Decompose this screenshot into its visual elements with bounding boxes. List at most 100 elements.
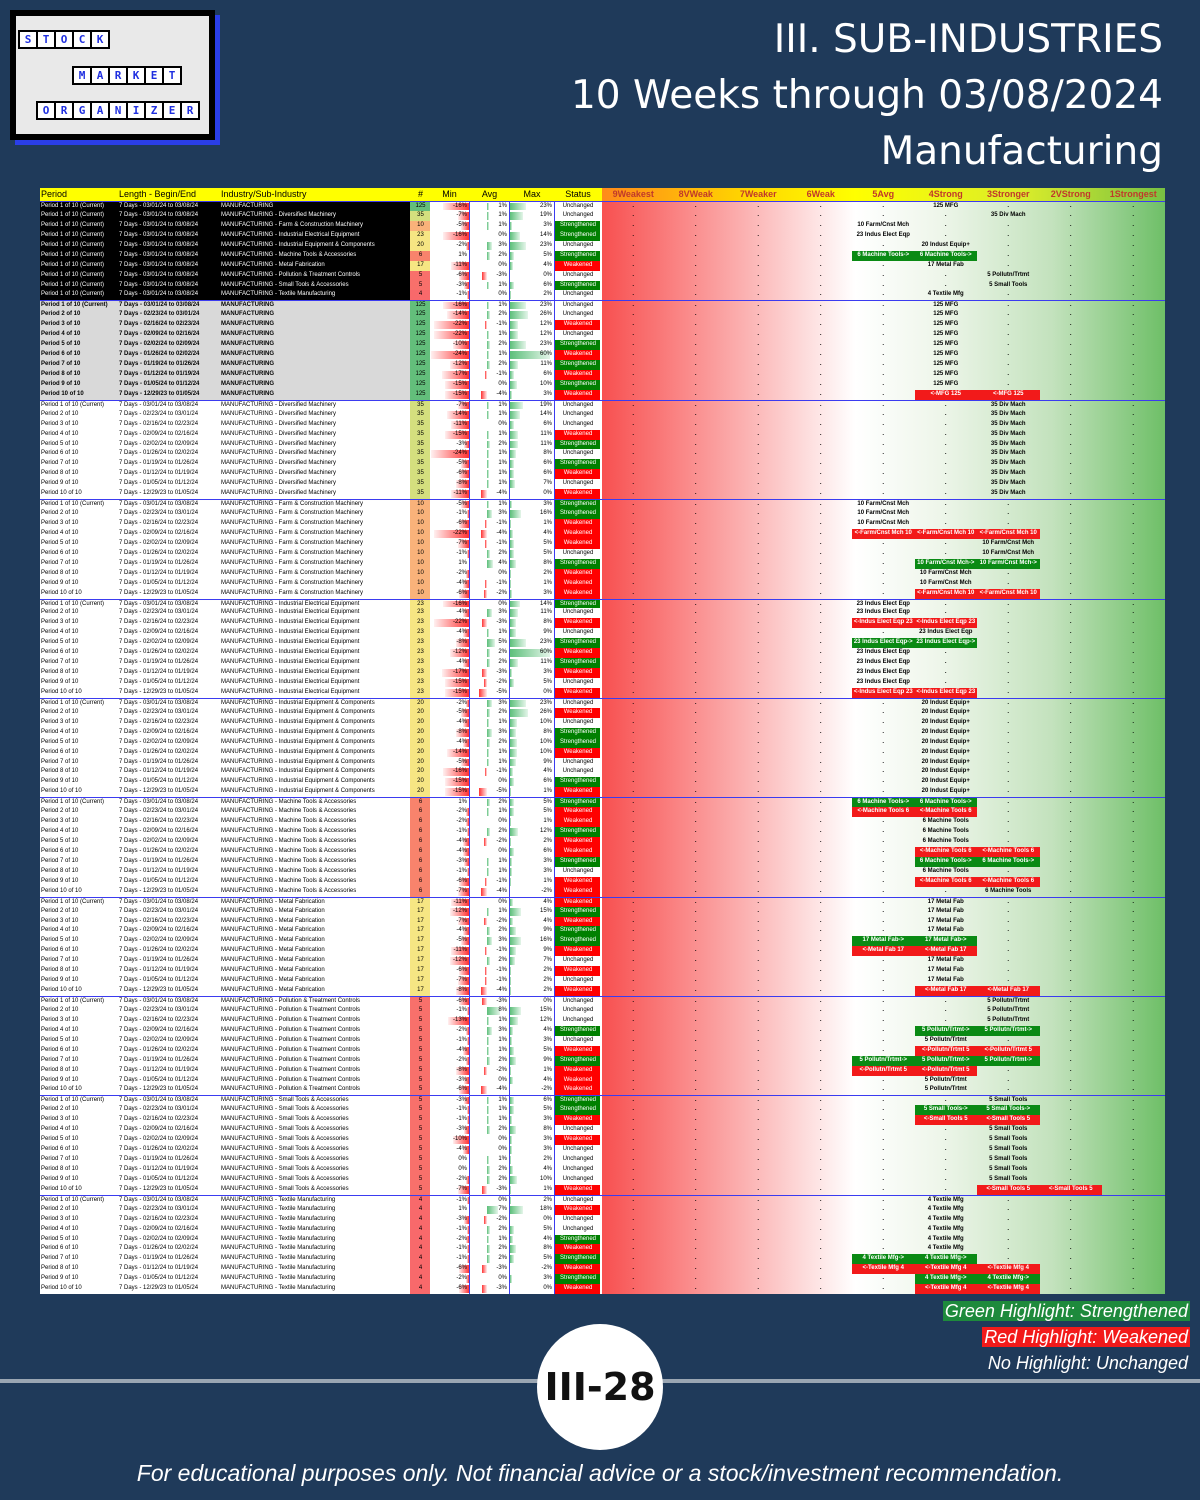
max-bar [510, 450, 516, 459]
period-cell: Period 2 of 10 [41, 1106, 79, 1113]
rank-empty: . [1132, 539, 1135, 546]
count-cell: 6 [410, 250, 430, 261]
avg-value: -1% [496, 520, 507, 526]
industry-cell: MANUFACTURING - Industrial Electrical Eq… [221, 669, 360, 676]
max-value: -2% [541, 1086, 552, 1093]
period-cell: Period 10 of 10 [41, 987, 82, 994]
length-cell: 7 Days - 02/09/24 to 02/16/24 [119, 1026, 199, 1033]
avg-cell: -5% [470, 687, 510, 698]
max-value: 1% [543, 520, 552, 526]
rank-empty: . [944, 510, 947, 517]
max-cell: 8% [510, 1244, 555, 1255]
max-cell: 12% [510, 320, 555, 331]
min-cell: -12% [430, 648, 470, 659]
min-cell: -22% [430, 320, 470, 331]
min-cell: -16% [430, 202, 470, 211]
period-cell: Period 8 of 10 [41, 470, 79, 477]
length-cell: 7 Days - 01/19/24 to 01/26/24 [119, 857, 199, 864]
min-value: -6% [456, 520, 467, 526]
length-cell: 7 Days - 02/02/24 to 02/09/24 [119, 738, 199, 745]
rank-empty: . [882, 490, 885, 497]
rank-empty: . [757, 241, 760, 248]
rank-empty: . [819, 828, 822, 835]
max-value: 3% [543, 867, 552, 874]
avg-value: 5% [498, 639, 507, 646]
period-cell: Period 9 of 10 [41, 1175, 79, 1182]
rank-empty: . [694, 221, 697, 228]
rank-empty: . [819, 539, 822, 546]
max-value: 60% [539, 351, 552, 358]
rank-empty: . [1132, 390, 1135, 397]
min-cell: -8% [430, 727, 470, 738]
avg-bar [479, 688, 487, 697]
rank-empty: . [632, 828, 635, 835]
min-bar [448, 1016, 469, 1025]
rank-empty: . [757, 1086, 760, 1093]
status-badge: Strengthened [555, 727, 600, 738]
industry-cell: MANUFACTURING - Textile Manufacturing [221, 1205, 336, 1212]
min-cell: 1% [430, 1204, 470, 1215]
rank-empty: . [1007, 758, 1010, 765]
period-cell: Period 4 of 10 [41, 728, 79, 735]
rank-placement: 20 Indust Equip+ [921, 241, 970, 248]
period-cell: Period 1 of 10 (Current) [40, 270, 118, 281]
max-value: 23% [539, 699, 552, 706]
length-cell: 7 Days - 12/29/23 to 01/05/24 [118, 389, 220, 400]
rank-empty: . [632, 957, 635, 964]
rank-empty: . [1007, 699, 1010, 706]
max-bar [510, 828, 519, 836]
min-bar [467, 1116, 469, 1125]
min-cell: -4% [430, 608, 470, 619]
count-cell: 4 [410, 1274, 430, 1285]
rank-empty: . [757, 501, 760, 508]
length-cell: 7 Days - 02/16/24 to 02/23/24 [119, 619, 199, 626]
period-cell: Period 7 of 10 [41, 1156, 79, 1162]
count-cell: 6 [410, 807, 430, 818]
avg-cell: -2% [470, 1065, 510, 1076]
period-cell: Period 4 of 10 [41, 1026, 79, 1033]
avg-value: -4% [496, 987, 507, 994]
max-value: 14% [539, 600, 552, 607]
industry-cell: MANUFACTURING - Small Tools & Accessorie… [221, 1116, 349, 1123]
col-period: Period [41, 189, 68, 199]
max-cell: 6% [510, 280, 555, 291]
rank-empty: . [694, 748, 697, 755]
period-cell: Period 5 of 10 [41, 639, 79, 646]
rank-empty: . [1132, 1196, 1135, 1203]
max-value: 10% [539, 1175, 552, 1182]
min-value: -5% [456, 221, 467, 228]
avg-bar [487, 1036, 489, 1045]
rank-placement: 35 Div Mach [990, 211, 1026, 218]
rank-empty: . [882, 1097, 885, 1104]
rank-empty: . [819, 370, 822, 377]
max-cell: 6% [510, 846, 555, 857]
rank-empty: . [1069, 1196, 1072, 1203]
table-row: Period 3 of 10 7 Days - 02/16/24 to 02/23… [40, 717, 1165, 728]
period-cell: Period 7 of 10 [41, 758, 79, 765]
rank-empty: . [944, 420, 947, 427]
max-cell: 3% [510, 500, 555, 510]
avg-value: 2% [498, 708, 507, 715]
rank-col-9weakest: 9Weakest [612, 189, 654, 199]
count-cell: 125 [410, 379, 430, 390]
period-cell: Period 1 of 10 (Current) [40, 220, 118, 231]
count-cell: 4 [410, 1254, 430, 1265]
rank-empty: . [694, 559, 697, 566]
rank-empty: . [882, 1016, 885, 1023]
max-bar [510, 669, 513, 677]
count-cell: 10 [410, 500, 430, 510]
max-bar [510, 1026, 513, 1035]
min-bar [445, 430, 469, 439]
rank-empty: . [632, 1175, 635, 1182]
rank-empty: . [1132, 937, 1135, 944]
rank-placement: 6 Machine Tools-> [852, 798, 915, 808]
min-bar [467, 1106, 469, 1115]
table-row: Period 7 of 10 7 Days - 01/19/24 to 01/26… [40, 956, 1165, 967]
rank-placement: 5 Small Tools [989, 1146, 1028, 1153]
length-cell: 7 Days - 02/02/24 to 02/09/24 [119, 838, 199, 844]
length-cell: 7 Days - 02/02/24 to 02/09/24 [119, 539, 199, 546]
rank-empty: . [882, 549, 885, 556]
avg-value: 0% [498, 818, 507, 825]
avg-value: 3% [498, 609, 507, 616]
